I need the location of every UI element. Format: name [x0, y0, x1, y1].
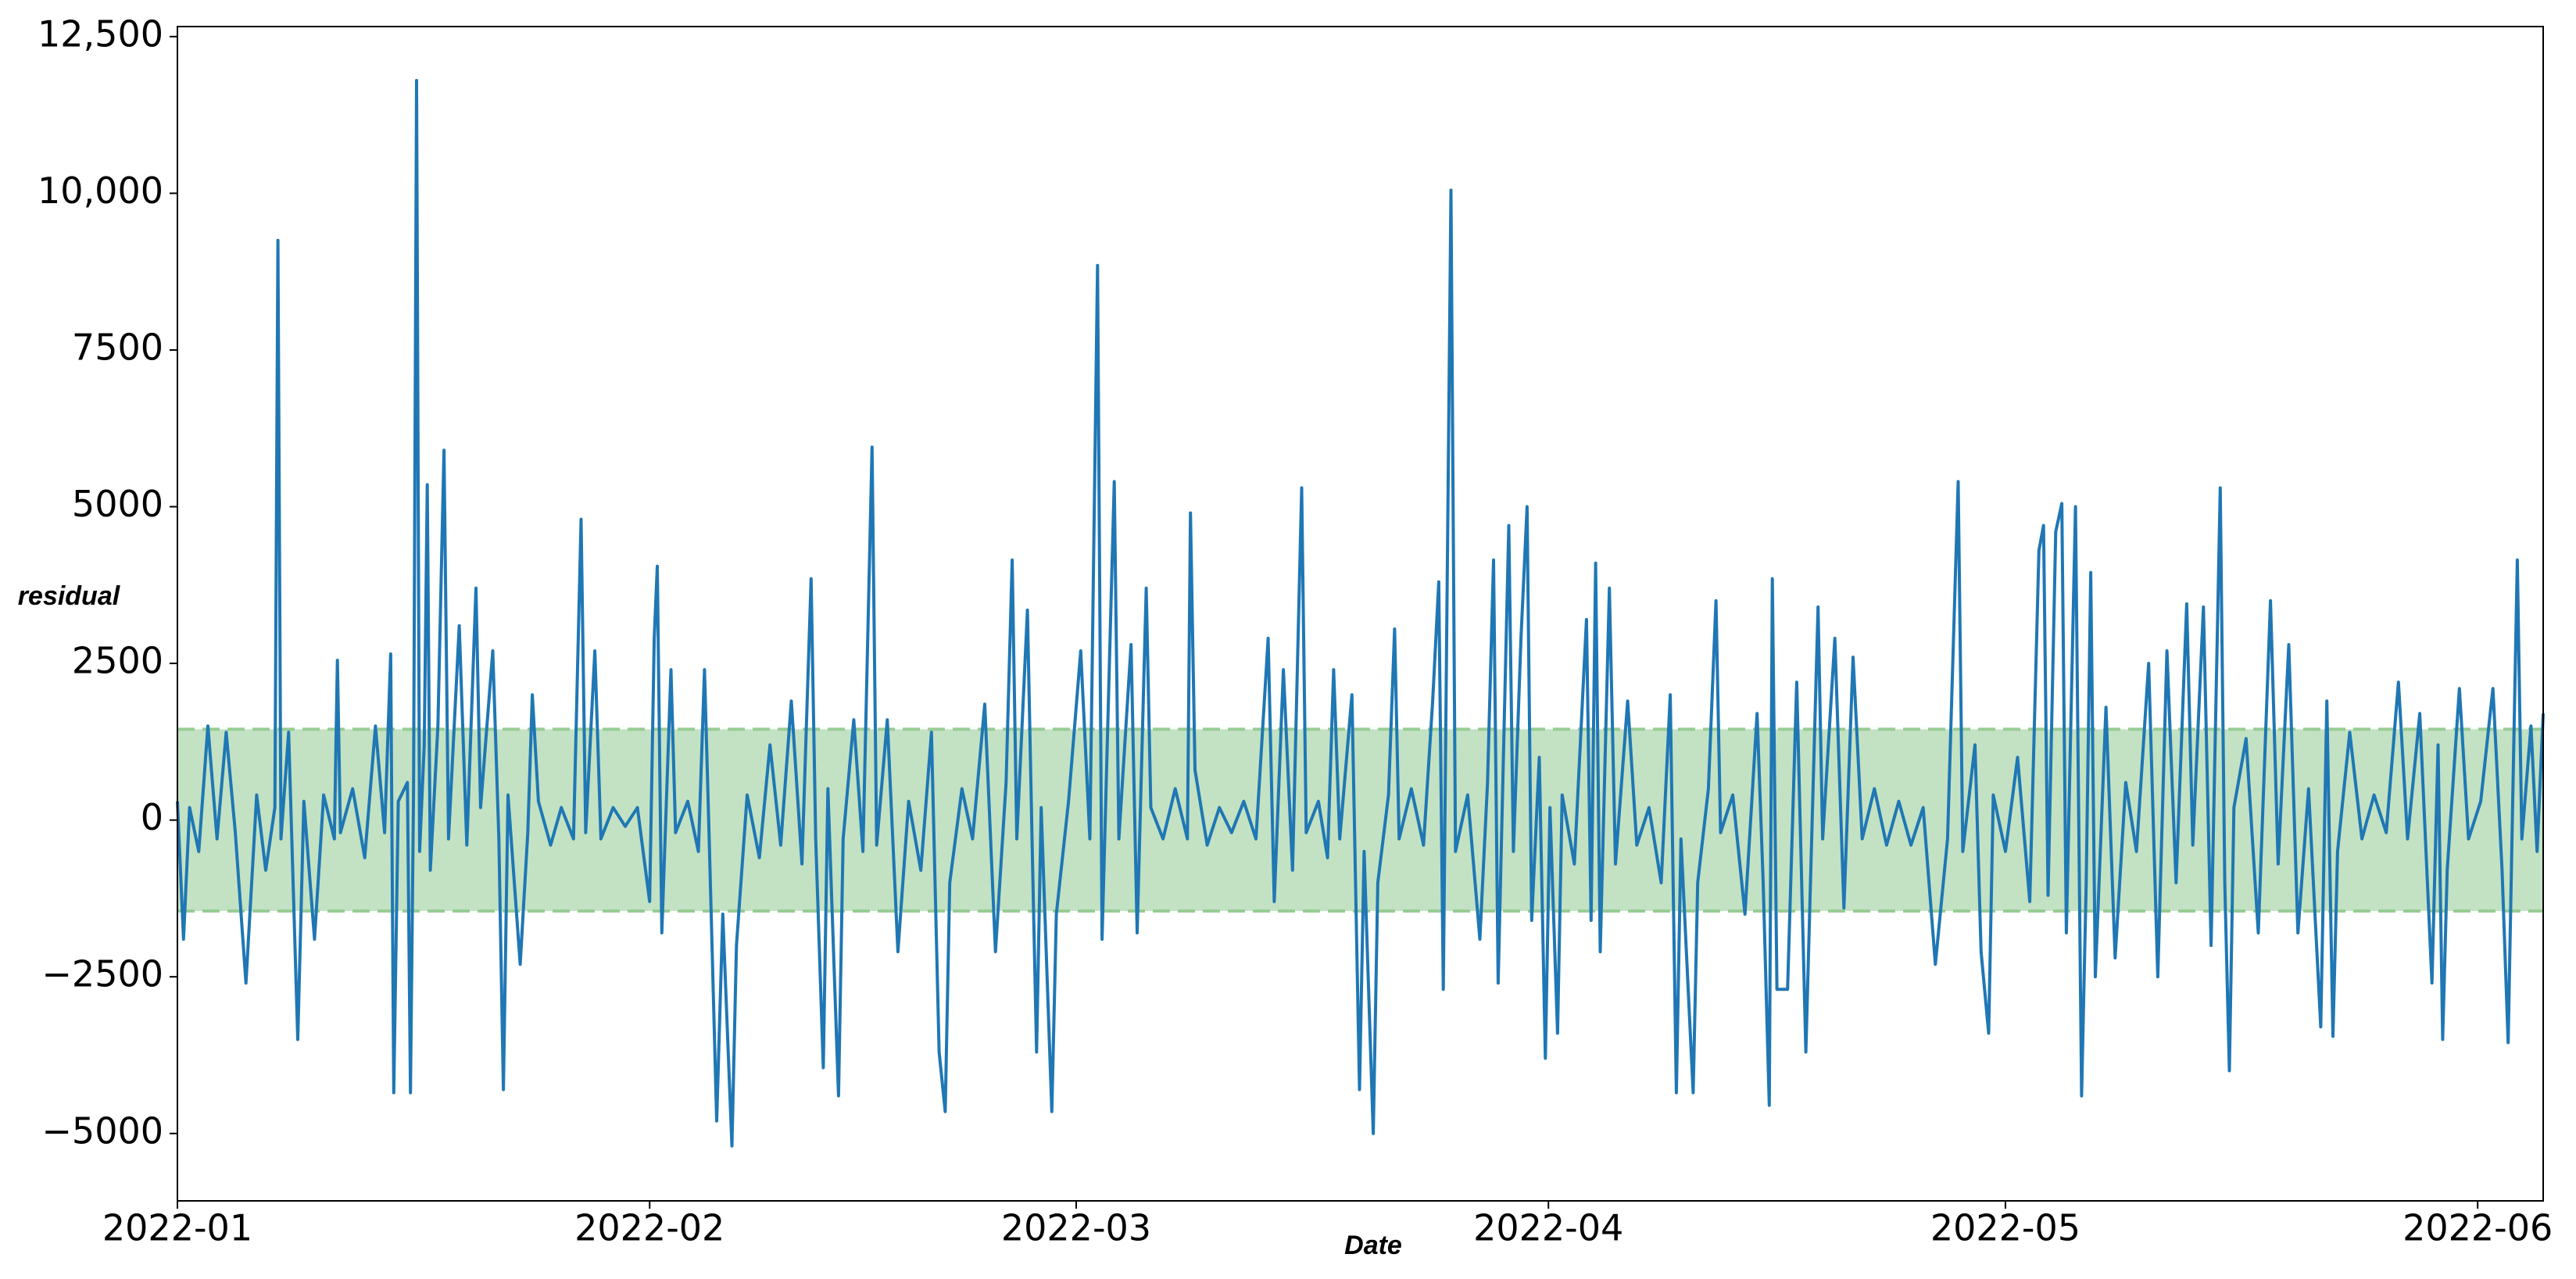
- x-tick-label: 2022-02: [574, 1207, 724, 1249]
- x-tick-label: 2022-01: [102, 1207, 252, 1249]
- y-tick-label: 10,000: [38, 170, 163, 212]
- x-tick-label: 2022-05: [1930, 1207, 2080, 1249]
- y-tick-label: 2500: [72, 640, 163, 682]
- x-tick-label: 2022-04: [1473, 1207, 1623, 1249]
- y-tick-label: 5000: [72, 483, 163, 525]
- y-tick-label: 0: [141, 796, 163, 838]
- y-axis-title: residual: [18, 581, 121, 611]
- x-tick-label: 2022-03: [1001, 1207, 1151, 1249]
- y-tick-label: 7500: [72, 326, 163, 368]
- y-tick-label: −2500: [41, 953, 163, 995]
- y-tick-label: −5000: [41, 1109, 163, 1152]
- tolerance-band: [177, 729, 2543, 911]
- x-tick-label: 2022-06: [2402, 1207, 2553, 1249]
- plot-frame: [177, 26, 2544, 1202]
- residual-line: [176, 79, 2545, 1148]
- x-axis-title: Date: [1344, 1231, 1402, 1260]
- y-tick-label: 12,500: [38, 13, 163, 55]
